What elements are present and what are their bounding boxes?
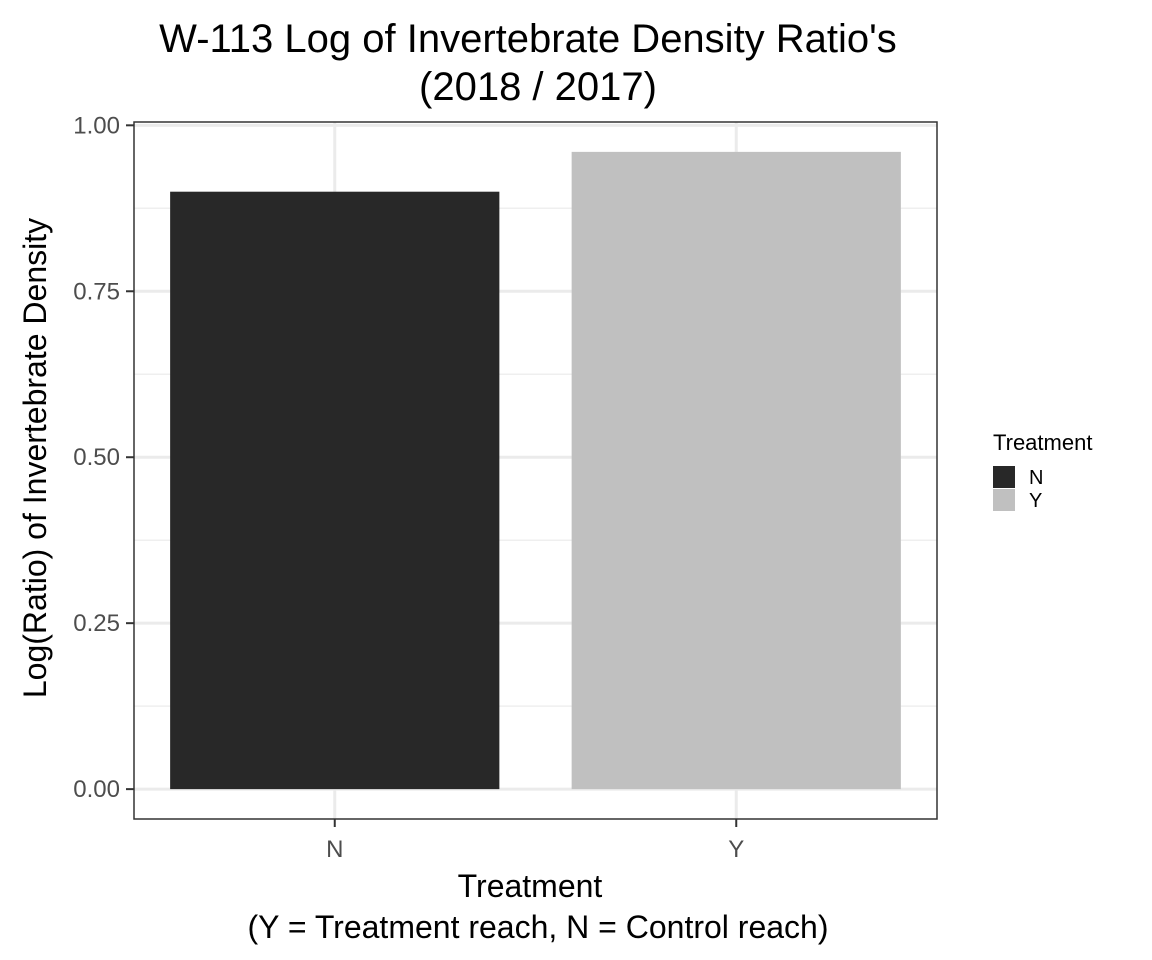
legend-items: NY [993, 466, 1043, 512]
y-tick-label: 0.25 [73, 610, 120, 637]
y-tick-label: 1.00 [73, 112, 120, 139]
legend-key-y [993, 489, 1015, 511]
legend-key-n [993, 466, 1015, 488]
y-axis-title: Log(Ratio) of Invertebrate Density [17, 218, 53, 698]
y-tick-label: 0.50 [73, 444, 120, 471]
x-axis-title: Treatment [458, 868, 603, 904]
y-tick-label: 0.75 [73, 278, 120, 305]
legend-label-y: Y [1029, 490, 1042, 512]
bar-y [571, 151, 901, 790]
plot-panel [133, 121, 938, 820]
chart-subtitle: (2018 / 2017) [419, 65, 657, 109]
x-axis-subtitle: (Y = Treatment reach, N = Control reach) [248, 909, 829, 945]
legend-title: Treatment [993, 430, 1092, 455]
legend: Treatment NY [993, 430, 1092, 512]
bar-n [170, 191, 500, 790]
chart-title: W-113 Log of Invertebrate Density Ratio'… [159, 17, 897, 61]
x-tick-label: N [326, 836, 343, 863]
legend-label-n: N [1029, 467, 1043, 489]
y-tick-label: 0.00 [73, 776, 120, 803]
panel-border [133, 121, 938, 820]
y-axis: 0.00 0.25 0.50 0.75 1.00 [73, 112, 134, 803]
x-tick-label: Y [728, 836, 744, 863]
bars [170, 151, 901, 790]
